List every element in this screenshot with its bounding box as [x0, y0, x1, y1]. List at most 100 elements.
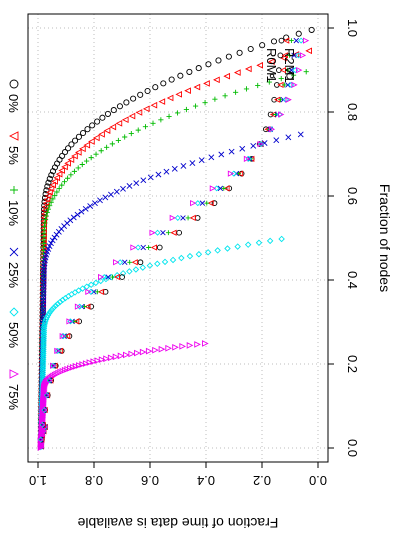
r0m1-point-75%-20 — [257, 140, 264, 148]
r2m1-point-5%-72 — [49, 181, 56, 189]
r2m1-point-0%-102 — [225, 53, 232, 60]
r2m1-point-0%-83 — [84, 126, 91, 133]
legend-marker-50% — [9, 307, 19, 317]
r2m1-point-50%-93 — [132, 266, 140, 273]
r2m1-point-0%-66 — [42, 191, 49, 198]
r2m1-point-75%-103 — [158, 345, 166, 353]
r2m1-point-0%-94 — [152, 84, 159, 91]
r0m1-point-25%-10 — [91, 289, 97, 295]
r2m1-point-5%-78 — [64, 159, 71, 167]
r2m1-point-0%-87 — [104, 110, 111, 117]
r2m1-point-5%-89 — [115, 120, 123, 127]
r0m1-point-5%-9 — [84, 303, 91, 310]
r2m1-point-5%-77 — [61, 163, 68, 171]
r0m1-point-10%-12 — [127, 259, 133, 265]
r2m1-point-10%-64 — [41, 223, 48, 229]
r2m1-point-25%-94 — [147, 174, 154, 181]
r2m1-point-5%-93 — [142, 105, 150, 113]
r2m1-point-10%-79 — [68, 172, 74, 178]
r0m1-point-75%-17 — [209, 185, 217, 192]
legend-label-25%: 25% — [6, 262, 21, 288]
r2m1-point-50%-89 — [108, 273, 115, 281]
r0m1-point-10%-25 — [284, 67, 290, 73]
r2m1-point-10%-70 — [47, 203, 53, 209]
r2m1-point-10%-73 — [52, 192, 58, 199]
r2m1-point-0%-77 — [61, 149, 69, 156]
r2m1-point-25%-82 — [78, 208, 85, 215]
r2m1-point-75%-93 — [103, 355, 110, 363]
r0m1-point-75%-8 — [66, 318, 73, 325]
r2m1-point-5%-101 — [213, 76, 220, 84]
r2m1-point-0%-91 — [130, 95, 137, 102]
r2m1-point-0%-78 — [65, 145, 72, 152]
r0m1-point-50%-24 — [288, 81, 295, 88]
r2m1-point-5%-98 — [184, 87, 191, 95]
r0m1-point-75%-4 — [46, 377, 53, 384]
r2m1-point-10%-81 — [75, 165, 81, 171]
r2m1-point-10%-89 — [115, 137, 121, 144]
r0m1-point-5%-14 — [170, 229, 177, 236]
r2m1-point-5%-69 — [44, 192, 52, 200]
r2m1-point-10%-92 — [135, 127, 141, 133]
r2m1-point-10%-104 — [243, 86, 250, 92]
r2m1-point-25%-90 — [120, 185, 126, 192]
r2m1-point-25%-87 — [102, 194, 109, 201]
r2m1-point-75%-85 — [72, 363, 80, 370]
r2m1-point-75%-94 — [107, 354, 115, 362]
r0m1-point-75%-12 — [113, 259, 120, 266]
r0m1-point-75%-11 — [98, 273, 105, 281]
r2m1-point-25%-89 — [113, 188, 120, 195]
r0m1-point-50%-20 — [257, 141, 265, 148]
r2m1-point-0%-69 — [45, 179, 52, 186]
r0m1-point-50%-15 — [174, 214, 181, 221]
r2m1-point-5%-109 — [305, 47, 312, 55]
r2m1-point-75%-109 — [202, 340, 209, 347]
r2m1-point-5%-84 — [88, 138, 95, 145]
legend-label-5%: 5% — [6, 146, 21, 165]
r2m1-point-10%-106 — [266, 79, 272, 85]
r2m1-point-5%-86 — [98, 130, 105, 138]
r0m1-point-75%-6 — [54, 347, 61, 355]
r0m1-point-75%-1 — [39, 421, 46, 428]
r2m1-point-0%-95 — [160, 80, 167, 87]
r2m1-point-5%-70 — [46, 188, 53, 196]
r2m1-point-50%-95 — [146, 262, 154, 269]
x-tick-label-2: 0.4 — [345, 271, 360, 289]
r0m1-point-75%-23 — [285, 96, 292, 103]
r0m1-point-50%-13 — [135, 244, 142, 251]
r2m1-point-0%-93 — [144, 87, 151, 95]
axes: 0.0 0.2 0.4 0.6 0.8 1.0 Fraction of nodes 1.0 0.… — [27, 13, 393, 531]
r0m1-point-5%-8 — [73, 318, 80, 325]
r0m1-point-75%-26 — [299, 52, 307, 59]
r0m1-point-75%-14 — [149, 229, 156, 236]
r2m1-point-5%-104 — [244, 65, 252, 73]
r2m1-point-5%-94 — [150, 101, 158, 109]
legend-model-marker-R0M1 — [269, 73, 275, 79]
r2m1-point-0%-101 — [215, 57, 222, 64]
r2m1-point-5%-76 — [58, 167, 65, 174]
r2m1-point-0%-107 — [283, 34, 290, 41]
r2m1-point-25%-104 — [239, 145, 246, 152]
r0m1-point-25%-16 — [199, 200, 206, 206]
r2m1-point-5%-99 — [193, 83, 201, 91]
r2m1-point-5%-68 — [43, 196, 51, 203]
r2m1-point-50%-86 — [92, 279, 100, 287]
r2m1-point-50%-98 — [169, 256, 177, 264]
r2m1-point-0%-67 — [43, 187, 50, 194]
r0m1-point-75%-25 — [296, 67, 303, 74]
r2m1-point-25%-85 — [92, 200, 98, 207]
r0m1-point-10%-23 — [278, 97, 283, 103]
r2m1-point-50%-85 — [87, 281, 95, 289]
r2m1-point-5%-75 — [55, 170, 63, 178]
r2m1-point-25%-69 — [45, 246, 52, 252]
r2m1-point-50%-96 — [154, 260, 161, 268]
legend-marker-5% — [8, 131, 19, 141]
plot-frame — [27, 13, 329, 463]
r2m1-point-25%-81 — [74, 211, 81, 218]
r2m1-point-50%-92 — [126, 268, 133, 275]
r0m1-point-75%-10 — [85, 288, 92, 295]
r2m1-point-25%-91 — [126, 183, 133, 189]
r2m1-point-25%-103 — [228, 148, 235, 155]
r0m1-point-10%-14 — [165, 230, 171, 236]
